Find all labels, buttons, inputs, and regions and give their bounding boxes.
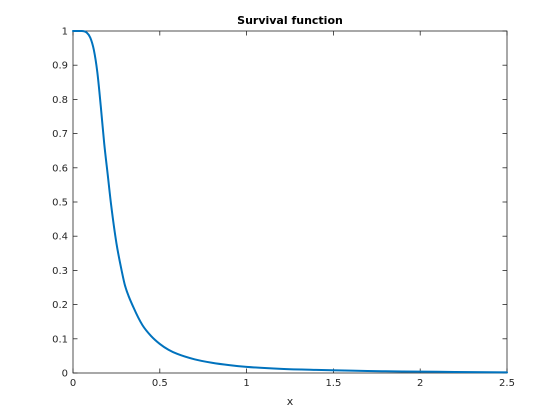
y-tick-label: 0.5 bbox=[52, 198, 68, 209]
plot-area bbox=[72, 30, 508, 374]
y-tick-label: 0.6 bbox=[52, 163, 68, 174]
y-tick-label: 0.8 bbox=[52, 95, 68, 106]
y-tick-label: 0 bbox=[62, 369, 68, 380]
x-tick-label: 2 bbox=[417, 378, 423, 389]
y-tick-label: 0.3 bbox=[52, 266, 68, 277]
x-tick-label: 0.5 bbox=[152, 378, 168, 389]
survival-curve-line bbox=[72, 30, 508, 374]
series-layer bbox=[72, 30, 508, 374]
x-axis-label: x bbox=[287, 395, 294, 408]
x-tick-label: 0 bbox=[70, 378, 76, 389]
chart-title: Survival function bbox=[237, 14, 343, 27]
x-tick-label: 1.5 bbox=[325, 378, 341, 389]
x-tick-label: 1 bbox=[243, 378, 249, 389]
y-axis-ticks: 0 0.1 0.2 0.3 0.4 0.5 0.6 0.7 0.8 0.9 1 bbox=[52, 27, 507, 380]
y-tick-label: 0.1 bbox=[52, 334, 68, 345]
x-tick-label: 2.5 bbox=[499, 378, 515, 389]
y-tick-label: 1 bbox=[62, 27, 68, 38]
y-tick-label: 0.7 bbox=[52, 129, 68, 140]
y-tick-label: 0.2 bbox=[52, 300, 68, 311]
y-tick-label: 0.9 bbox=[52, 61, 68, 72]
y-tick-label: 0.4 bbox=[52, 232, 68, 243]
